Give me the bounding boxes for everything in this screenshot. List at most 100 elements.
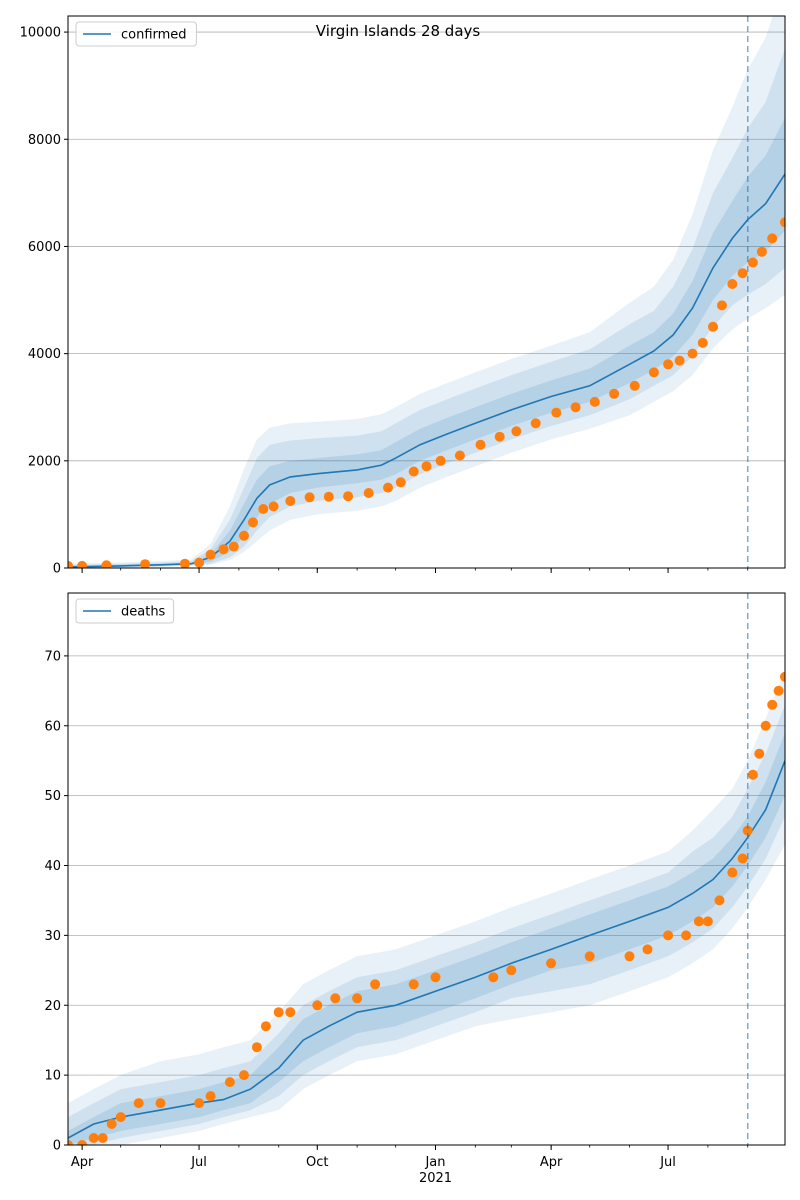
observed-point [179,558,190,568]
observed-point [194,557,205,568]
observed-point [205,549,216,560]
observed-point [97,1133,108,1143]
observed-point [68,560,73,568]
observed-point [239,530,249,541]
observed-point [155,1098,166,1109]
observed-point [475,439,486,450]
observed-point [737,853,748,864]
observed-point [239,1070,249,1081]
observed-point [674,355,685,366]
uncertainty-band [68,16,785,568]
uncertainty-band [68,117,785,568]
observed-point [570,402,581,413]
y-tick-label: 6000 [28,240,61,255]
y-tick-label: 50 [44,789,61,804]
y-tick-label: 2000 [28,454,61,469]
plot-area [68,16,785,568]
legend-box [75,598,175,624]
y-tick-label: 70 [44,649,61,664]
observed-point [106,1119,117,1129]
observed-point [312,1000,323,1011]
observed-point [642,944,653,955]
confirmed-panel: 0 2000 4000 6000 8000 10000 confirmed [20,15,786,577]
observed-point [681,930,692,941]
observed-point [717,300,727,311]
y-tick-label: 0 [53,1139,61,1154]
observed-point [708,321,718,332]
observed-point [494,431,505,442]
observed-point [268,501,279,512]
observed-point [687,348,698,359]
x-tick-label: Oct [306,1155,328,1170]
y-tick-label: 20 [44,999,61,1014]
observed-point [101,560,112,568]
observed-point [756,246,767,257]
observed-point [248,517,258,528]
observed-point [323,491,334,502]
observed-point [140,559,151,568]
observed-point [430,972,441,983]
observed-point [115,1112,126,1123]
observed-point [370,979,381,990]
x-tick-label: Apr [71,1155,94,1170]
observed-point [727,867,738,878]
figure-title: Virgin Islands 28 days [316,22,481,40]
observed-point [747,257,758,268]
observed-point [702,916,713,927]
x-tick-label: Jul [190,1155,207,1170]
observed-point [194,1098,205,1109]
observed-point [551,407,562,418]
observed-point [304,492,315,503]
observed-point [77,560,88,568]
observed-point [773,685,784,696]
y-tick-label: 8000 [28,133,61,148]
observed-point [609,388,620,399]
observed-point [435,455,446,466]
observed-point [754,748,765,759]
observed-point [546,958,557,969]
plot-area [68,669,785,1145]
observed-point [624,951,635,962]
x-tick-label: Jan [424,1155,445,1170]
y-tick-label: 4000 [28,347,61,362]
observed-point [780,217,785,228]
observed-point [693,916,704,927]
y-tick-label: 10 [44,1069,61,1084]
observed-point [408,466,419,477]
x-tick-label: Jul [659,1155,676,1170]
legend-box [75,21,197,47]
observed-point [511,426,522,437]
observed-point [714,895,725,906]
legend: deaths [75,598,175,624]
observed-point [68,1140,73,1145]
observed-point [330,993,341,1004]
observed-point [224,1077,235,1088]
observed-point [488,972,499,983]
observed-point [697,337,708,348]
x-year-label: 2021 [419,1171,452,1186]
observed-point [260,1021,271,1032]
y-tick-label: 0 [53,562,61,577]
observed-point [408,979,419,990]
observed-point [273,1007,284,1018]
y-tick-label: 10000 [20,26,61,41]
observed-point [218,544,229,555]
observed-point [205,1091,216,1102]
observed-point [352,993,363,1004]
observed-point [737,268,748,279]
observed-point [228,541,239,552]
observed-point [742,825,753,836]
observed-point [454,450,465,461]
axes-frame [67,592,786,1146]
observed-point [767,699,778,710]
observed-point [767,233,778,244]
observed-point [88,1133,99,1143]
observed-point [663,930,674,941]
y-tick-label: 30 [44,929,61,944]
observed-point [285,1007,296,1018]
observed-point [747,769,758,780]
legend-label: confirmed [121,28,187,43]
observed-point [343,491,354,502]
